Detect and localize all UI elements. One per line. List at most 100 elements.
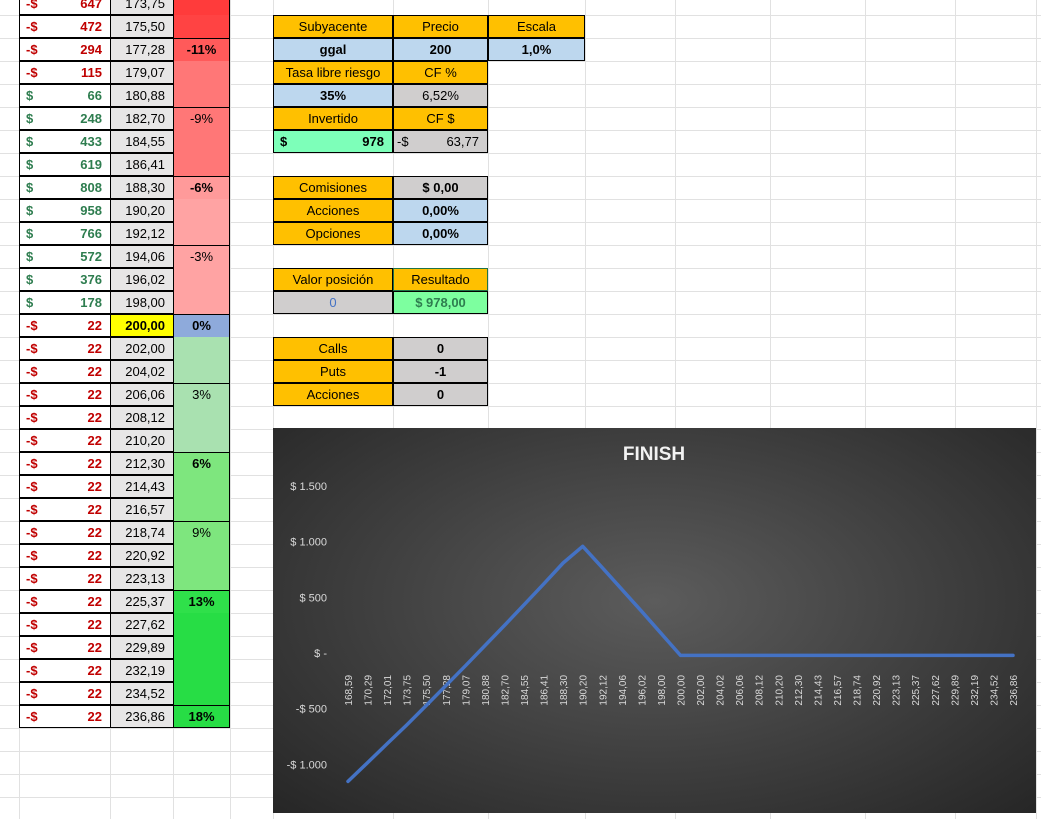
percent-change-cell[interactable] <box>173 567 230 590</box>
result-cell[interactable]: -$ 22 <box>19 705 111 728</box>
price-cell[interactable]: 173,75 <box>110 0 174 15</box>
price-cell[interactable]: 206,06 <box>110 383 174 406</box>
price-cell[interactable]: 208,12 <box>110 406 174 429</box>
result-cell[interactable]: -$ 22 <box>19 544 111 567</box>
comisiones-value[interactable]: $ 0,00 <box>393 176 488 199</box>
percent-change-cell[interactable] <box>173 268 230 291</box>
price-cell[interactable]: 177,28 <box>110 38 174 61</box>
price-cell[interactable]: 214,43 <box>110 475 174 498</box>
price-cell[interactable]: 196,02 <box>110 268 174 291</box>
percent-change-cell[interactable] <box>173 613 230 636</box>
result-cell[interactable]: $958 <box>19 199 111 222</box>
percent-change-cell[interactable] <box>173 429 230 452</box>
result-cell[interactable]: $248 <box>19 107 111 130</box>
result-cell[interactable]: $572 <box>19 245 111 268</box>
result-cell[interactable]: -$ 22 <box>19 567 111 590</box>
result-cell[interactable]: -$ 115 <box>19 61 111 84</box>
payoff-chart[interactable]: FINISH $ 1.500 $ 1.000 $ 500 $ - -$ 500 -$ 1.0… <box>273 428 1036 813</box>
result-cell[interactable]: -$ 22 <box>19 337 111 360</box>
percent-change-cell[interactable] <box>173 406 230 429</box>
percent-change-cell[interactable] <box>173 682 230 705</box>
percent-change-cell[interactable] <box>173 475 230 498</box>
invertido-value[interactable]: $ 978 <box>273 130 393 153</box>
price-cell[interactable]: 179,07 <box>110 61 174 84</box>
result-cell[interactable]: $433 <box>19 130 111 153</box>
price-cell[interactable]: 190,20 <box>110 199 174 222</box>
price-cell[interactable]: 225,37 <box>110 590 174 613</box>
price-cell[interactable]: 194,06 <box>110 245 174 268</box>
price-cell[interactable]: 229,89 <box>110 636 174 659</box>
result-cell[interactable]: -$ 294 <box>19 38 111 61</box>
percent-change-cell[interactable] <box>173 360 230 383</box>
result-cell[interactable]: -$ 22 <box>19 452 111 475</box>
result-cell[interactable]: -$ 22 <box>19 659 111 682</box>
precio-input[interactable]: 200 <box>393 38 488 61</box>
result-cell[interactable]: -$ 22 <box>19 613 111 636</box>
percent-change-cell[interactable]: 13% <box>173 590 230 613</box>
cf-pct-value[interactable]: 6,52% <box>393 84 488 107</box>
result-cell[interactable]: $178 <box>19 291 111 314</box>
price-cell[interactable]: 234,52 <box>110 682 174 705</box>
result-cell[interactable]: $808 <box>19 176 111 199</box>
percent-change-cell[interactable]: -6% <box>173 176 230 199</box>
price-cell[interactable]: 175,50 <box>110 15 174 38</box>
percent-change-cell[interactable] <box>173 222 230 245</box>
percent-change-cell[interactable] <box>173 199 230 222</box>
price-cell[interactable]: 236,86 <box>110 705 174 728</box>
escala-input[interactable]: 1,0% <box>488 38 585 61</box>
result-cell[interactable]: $766 <box>19 222 111 245</box>
price-cell[interactable]: 182,70 <box>110 107 174 130</box>
percent-change-cell[interactable] <box>173 84 230 107</box>
result-cell[interactable]: -$ 22 <box>19 475 111 498</box>
result-cell[interactable]: $619 <box>19 153 111 176</box>
percent-change-cell[interactable]: 3% <box>173 383 230 406</box>
percent-change-cell[interactable]: -3% <box>173 245 230 268</box>
calls-value[interactable]: 0 <box>393 337 488 360</box>
result-cell[interactable]: $376 <box>19 268 111 291</box>
price-cell[interactable]: 210,20 <box>110 429 174 452</box>
resultado-value[interactable]: $ 978,00 <box>393 291 488 314</box>
price-cell[interactable]: 200,00 <box>110 314 174 337</box>
price-cell[interactable]: 180,88 <box>110 84 174 107</box>
result-cell[interactable]: -$ 22 <box>19 498 111 521</box>
percent-change-cell[interactable] <box>173 153 230 176</box>
percent-change-cell[interactable] <box>173 291 230 314</box>
percent-change-cell[interactable] <box>173 659 230 682</box>
percent-change-cell[interactable] <box>173 0 230 15</box>
price-cell[interactable]: 188,30 <box>110 176 174 199</box>
percent-change-cell[interactable]: 0% <box>173 314 230 337</box>
result-cell[interactable]: -$ 22 <box>19 360 111 383</box>
price-cell[interactable]: 223,13 <box>110 567 174 590</box>
price-cell[interactable]: 220,92 <box>110 544 174 567</box>
price-cell[interactable]: 186,41 <box>110 153 174 176</box>
price-cell[interactable]: 232,19 <box>110 659 174 682</box>
result-cell[interactable]: -$ 22 <box>19 406 111 429</box>
price-cell[interactable]: 216,57 <box>110 498 174 521</box>
result-cell[interactable]: -$ 22 <box>19 314 111 337</box>
opciones-cost-value[interactable]: 0,00% <box>393 222 488 245</box>
price-cell[interactable]: 202,00 <box>110 337 174 360</box>
percent-change-cell[interactable]: -9% <box>173 107 230 130</box>
acciones-cost-value[interactable]: 0,00% <box>393 199 488 222</box>
price-cell[interactable]: 198,00 <box>110 291 174 314</box>
percent-change-cell[interactable] <box>173 498 230 521</box>
percent-change-cell[interactable]: 9% <box>173 521 230 544</box>
resultado-header[interactable]: Resultado <box>393 268 488 291</box>
result-cell[interactable]: -$ 22 <box>19 521 111 544</box>
result-cell[interactable]: $66 <box>19 84 111 107</box>
percent-change-cell[interactable] <box>173 15 230 38</box>
result-cell[interactable]: -$ 22 <box>19 682 111 705</box>
price-cell[interactable]: 184,55 <box>110 130 174 153</box>
result-cell[interactable]: -$ 472 <box>19 15 111 38</box>
price-cell[interactable]: 192,12 <box>110 222 174 245</box>
percent-change-cell[interactable] <box>173 130 230 153</box>
puts-value[interactable]: -1 <box>393 360 488 383</box>
subyacente-input[interactable]: ggal <box>273 38 393 61</box>
tasa-input[interactable]: 35% <box>273 84 393 107</box>
acciones-count-value[interactable]: 0 <box>393 383 488 406</box>
percent-change-cell[interactable] <box>173 61 230 84</box>
price-cell[interactable]: 212,30 <box>110 452 174 475</box>
result-cell[interactable]: -$ 647 <box>19 0 111 15</box>
result-cell[interactable]: -$ 22 <box>19 636 111 659</box>
percent-change-cell[interactable] <box>173 337 230 360</box>
